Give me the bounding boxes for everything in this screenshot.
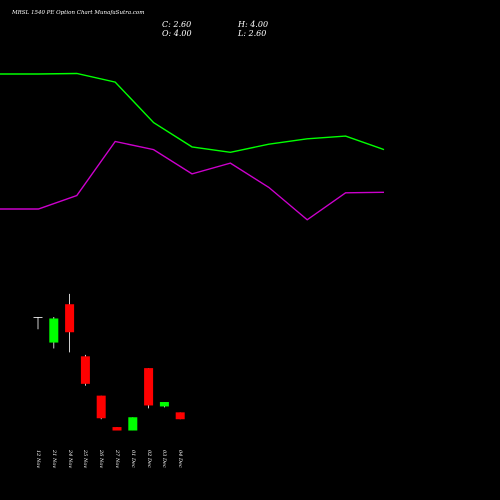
candle-body bbox=[175, 412, 185, 420]
indicator-lines bbox=[0, 72, 385, 221]
x-tick-label: 03 Dec bbox=[161, 450, 168, 468]
candlesticks bbox=[33, 293, 185, 431]
candle-body bbox=[112, 427, 122, 431]
x-tick-label: 01 Dec bbox=[129, 450, 136, 468]
candle-body bbox=[80, 356, 90, 384]
x-tick-label: 21 Nov bbox=[50, 450, 57, 469]
chart-title: MRSL 1540 PE Option Chart MunafaSutra.co… bbox=[12, 10, 145, 16]
low-label: L: 2.60 bbox=[238, 29, 267, 38]
x-tick-label: 25 Nov bbox=[82, 450, 89, 469]
candle-body bbox=[49, 318, 59, 343]
indicator-line-1 bbox=[0, 72, 385, 154]
indicator-line-2 bbox=[0, 140, 385, 221]
x-tick-label: 27 Nov bbox=[114, 450, 120, 469]
candle-body bbox=[144, 368, 154, 406]
candle-body bbox=[159, 402, 169, 407]
high-label: H: 4.00 bbox=[238, 20, 269, 29]
x-tick-label: 04 Dec bbox=[177, 450, 184, 468]
x-tick-label: 24 Nov bbox=[66, 450, 73, 469]
open-label: O: 4.00 bbox=[162, 29, 192, 38]
candle-body bbox=[96, 395, 106, 419]
x-tick-label: 26 Nov bbox=[98, 450, 105, 469]
candle-body bbox=[128, 417, 138, 431]
candle-body bbox=[65, 304, 75, 333]
x-tick-label: 12 Nov bbox=[35, 450, 41, 469]
close-label: C: 2.60 bbox=[162, 20, 192, 29]
candle-body bbox=[33, 317, 43, 318]
x-tick-label: 02 Dec bbox=[145, 450, 152, 468]
